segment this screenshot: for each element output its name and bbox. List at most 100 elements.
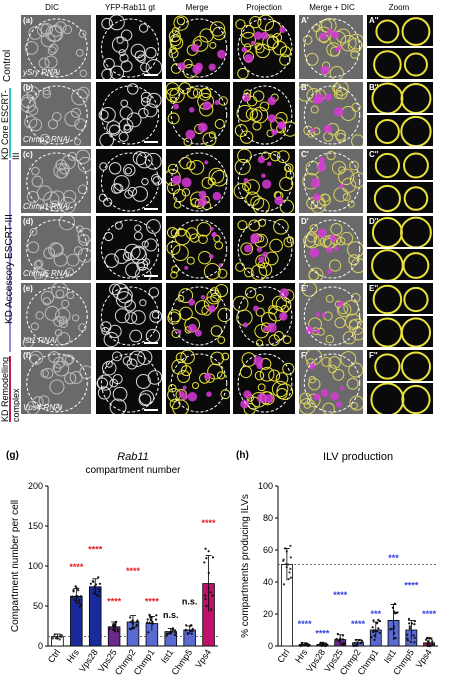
image-tile-dic [20,282,92,348]
panel-label-zoom-3: D'' [369,217,379,226]
image-tile-dic [20,14,92,80]
data-point [186,632,189,635]
significance-vps4: **** [422,609,437,619]
image-tile-zoom [366,148,434,181]
data-point [58,638,61,641]
data-point [191,629,194,633]
data-point [114,626,117,629]
panel-label-5: (f) [23,351,31,360]
column-header-merge: Merge [185,3,209,12]
image-tile-zoom [366,382,434,415]
data-point [155,614,158,617]
data-point [108,627,111,630]
data-point [148,621,151,624]
data-point [116,630,120,633]
significance-vps25: **** [333,590,348,600]
data-point [78,605,82,608]
data-point [412,634,415,637]
data-point [426,644,429,648]
data-point [147,631,150,634]
image-tile-zoom [366,47,434,80]
data-point [413,641,416,644]
significance-vps25: **** [107,596,122,606]
data-point [209,591,212,594]
row-group-core: KD Core ESCRT-III [0,90,21,160]
data-point [282,559,285,562]
chart-subtitle: compartment number [85,465,181,476]
data-point [74,585,77,588]
panel-label-zoom-2: C'' [369,150,379,159]
column-header-zoom: Zoom [388,3,410,12]
image-tile-dic [20,148,92,214]
row-group-bar-remodelling [9,356,11,422]
significance-vps4: **** [202,518,217,528]
data-point [373,638,376,641]
image-tile-proj [232,148,296,214]
y-tick-label: 150 [28,521,43,531]
image-tile-zoom [366,181,434,214]
data-point [426,640,430,643]
data-point [425,642,429,646]
data-point [282,583,286,586]
data-point [325,642,328,645]
data-point [174,631,177,634]
chart-title: Rab11 [117,451,149,463]
data-point [378,620,382,623]
data-point [205,557,208,560]
x-tick-label-ist1: Ist1 [382,647,399,665]
x-tick-label-vps4: Vps4 [193,647,213,670]
data-point [371,626,374,629]
data-point [408,622,411,625]
data-point [288,571,291,574]
image-tile-mergedic [298,215,364,281]
significance-vps28: **** [88,544,103,554]
image-tile-yfp [95,14,163,80]
image-tile-proj [232,282,296,348]
column-header-dic: DIC [45,3,59,12]
image-tile-merge [165,282,231,348]
data-point [98,594,101,597]
data-point [52,635,55,638]
y-tick-label: 20 [263,609,273,619]
data-point [375,622,379,625]
data-point [396,611,399,614]
data-point [129,620,133,623]
image-tile-proj [232,349,296,415]
data-point [306,644,309,647]
image-tile-mergedic [298,282,364,348]
data-point [60,634,63,637]
image-tile-zoom [366,14,434,47]
data-point [135,625,138,628]
data-point [408,627,411,630]
panel-label-zoom-5: F'' [369,351,378,360]
significance-chmp1: *** [371,609,382,619]
data-point [204,597,207,601]
data-point [89,582,92,585]
data-point [190,632,193,635]
x-tick-label-hrs: Hrs [65,647,82,665]
image-tile-dic [20,349,92,415]
significance-chmp2: **** [351,619,366,629]
image-tile-yfp [95,81,163,147]
data-point [393,637,396,640]
significance-chmp5: n.s. [182,596,198,606]
data-point [152,622,155,625]
data-point [289,567,292,570]
data-point [431,643,434,646]
data-point [299,644,302,648]
data-point [77,598,81,602]
panel-label-zoom-0: A'' [369,16,379,25]
significance-ist1: *** [388,553,399,563]
image-tile-dic [20,81,92,147]
image-tile-mergedic [298,81,364,147]
image-tile-yfp [95,349,163,415]
significance-hrs: **** [298,619,313,629]
data-point [406,639,410,642]
data-point [389,628,392,631]
image-tile-dic [20,215,92,281]
data-point [191,627,194,631]
data-point [136,619,139,622]
rnai-label-5: Vps4 RNAi [23,403,63,412]
image-tile-zoom [366,248,434,281]
image-tile-proj [232,14,296,80]
